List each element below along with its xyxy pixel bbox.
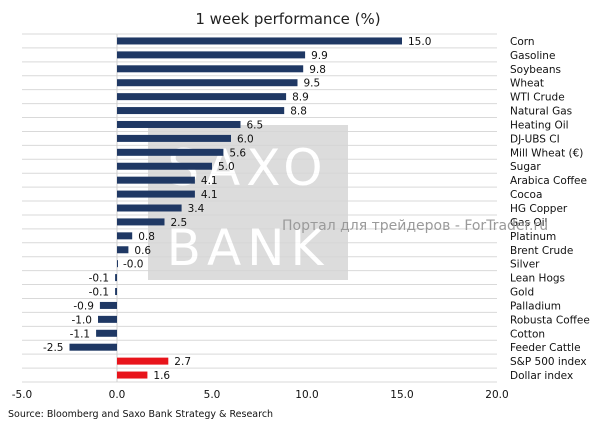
value-label: 9.9 (311, 50, 328, 62)
category-label: HG Copper (510, 203, 568, 215)
value-label: -1.0 (72, 314, 93, 326)
bar-6 (117, 120, 241, 128)
category-label: Cocoa (510, 189, 542, 201)
bar-21 (96, 329, 117, 337)
category-label: Silver (510, 259, 540, 271)
value-label: 6.5 (247, 119, 264, 131)
bar-11 (117, 190, 195, 198)
watermark-logo-line2: BANK (167, 219, 330, 277)
category-label: Sugar (510, 161, 541, 173)
source-note: Source: Bloomberg and Saxo Bank Strategy… (8, 409, 273, 420)
bar-24 (117, 371, 148, 379)
watermark-caption: Портал для трейдеров - ForTrader.ru (282, 218, 548, 234)
category-label: Cotton (510, 328, 545, 340)
category-label: Feeder Cattle (510, 342, 581, 354)
value-label: 3.4 (188, 203, 205, 215)
value-label: 5.6 (229, 147, 246, 159)
bar-5 (117, 107, 285, 115)
category-label: Arabica Coffee (510, 175, 587, 187)
bar-2 (117, 65, 304, 73)
category-label: Gold (510, 287, 534, 299)
value-label: -0.0 (123, 259, 144, 271)
value-label: 2.5 (171, 217, 188, 229)
bar-10 (117, 176, 195, 184)
bars (69, 37, 402, 379)
category-labels: Corn Gasoline Soybeans Wheat WTI Crude Natura… (510, 36, 590, 382)
bar-23 (117, 357, 169, 365)
category-label: Platinum (510, 231, 556, 243)
category-label: Heating Oil (510, 119, 569, 131)
bar-8 (117, 148, 224, 156)
bar-7 (117, 134, 231, 142)
x-axis-ticks: -5.0 0.0 5.0 10.0 15.0 20.0 (12, 389, 509, 401)
category-label: Natural Gas (510, 106, 572, 118)
category-label: Robusta Coffee (510, 314, 590, 326)
value-label: 2.7 (174, 356, 191, 368)
x-tick-label: 10.0 (295, 389, 318, 401)
bar-16 (117, 260, 118, 268)
bar-1 (117, 51, 306, 59)
value-label: 5.0 (218, 161, 235, 173)
x-tick-label: 15.0 (390, 389, 413, 401)
value-label: -2.5 (43, 342, 64, 354)
bar-22 (69, 343, 117, 351)
value-label: 1.6 (153, 370, 170, 382)
value-label: -0.9 (73, 300, 94, 312)
x-tick-label: 5.0 (204, 389, 221, 401)
value-label: 0.6 (134, 245, 151, 257)
value-label: -0.1 (89, 287, 110, 299)
value-label: 4.1 (201, 175, 218, 187)
x-tick-label: 0.0 (109, 389, 126, 401)
watermark: SAXO BANK (148, 125, 348, 280)
category-label: DJ-UBS CI (510, 133, 560, 145)
x-tick-label: 20.0 (485, 389, 508, 401)
value-label: 4.1 (201, 189, 218, 201)
category-label: Brent Crude (510, 245, 573, 257)
x-tick-label: -5.0 (12, 389, 33, 401)
value-label: 9.5 (304, 78, 321, 90)
category-label: Mill Wheat (€) (510, 147, 583, 159)
category-label: S&P 500 index (510, 356, 587, 368)
bar-12 (117, 204, 182, 212)
value-label: 15.0 (408, 36, 431, 48)
bar-4 (117, 93, 287, 101)
value-label: 9.8 (309, 64, 326, 76)
category-label: Palladium (510, 300, 561, 312)
category-label: Gasoline (510, 50, 555, 62)
value-label: 0.8 (138, 231, 155, 243)
bar-9 (117, 162, 212, 170)
bar-13 (117, 218, 165, 226)
bar-0 (117, 37, 402, 45)
category-label: WTI Crude (510, 92, 565, 104)
bar-17 (115, 274, 117, 282)
value-labels: 15.09.99.89.58.98.86.56.05.65.04.14.13.4… (43, 36, 431, 382)
category-label: Corn (510, 36, 535, 48)
bar-20 (98, 315, 117, 323)
chart-title: 1 week performance (%) (195, 10, 380, 28)
category-label: Wheat (510, 78, 544, 90)
value-label: -0.1 (89, 273, 110, 285)
category-label: Gas Oil (510, 217, 547, 229)
value-label: 6.0 (237, 133, 254, 145)
value-label: -1.1 (70, 328, 91, 340)
bar-15 (117, 246, 129, 254)
value-label: 8.8 (290, 106, 307, 118)
bar-14 (117, 232, 133, 240)
category-label: Soybeans (510, 64, 561, 76)
category-label: Dollar index (510, 370, 573, 382)
value-label: 8.9 (292, 92, 309, 104)
category-label: Lean Hogs (510, 273, 565, 285)
bar-18 (115, 288, 117, 296)
bar-3 (117, 79, 298, 87)
bar-19 (99, 301, 117, 309)
